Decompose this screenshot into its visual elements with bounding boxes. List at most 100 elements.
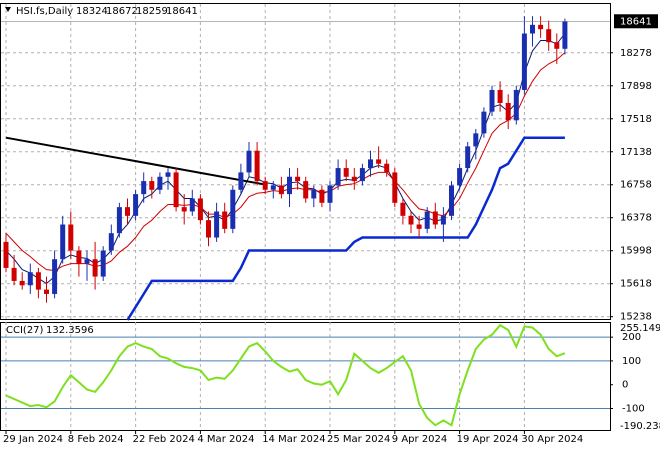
x-tick-label: 25 Mar 2024 — [327, 434, 390, 445]
candle-body — [133, 194, 139, 216]
candle-body — [262, 181, 268, 190]
cci-panel-frame — [0, 322, 611, 431]
candle-body — [141, 181, 147, 195]
y-tick-label: 16758 — [620, 180, 652, 191]
candle-body — [440, 215, 446, 225]
candle-body — [384, 163, 390, 173]
x-tick-label: 4 Mar 2024 — [197, 434, 254, 445]
header-high: 18672 — [106, 6, 138, 17]
candle-body — [278, 185, 284, 195]
candle-body — [68, 224, 74, 251]
x-tick-label: 9 Apr 2024 — [392, 434, 447, 445]
symbol-title: HSI.fs,Daily — [16, 6, 73, 17]
cci-current: 132.3596 — [46, 325, 94, 336]
candle-body — [513, 89, 519, 121]
candle-body — [52, 259, 58, 294]
y-tick-label: -100 — [622, 404, 645, 415]
candle-body — [206, 220, 211, 238]
candle-body — [335, 168, 341, 186]
candle-body — [116, 207, 122, 234]
header-close: 18641 — [166, 6, 198, 17]
candle-body — [165, 172, 171, 177]
candle-body — [457, 168, 463, 186]
candle-body — [376, 159, 382, 164]
y-tick-label: 15238 — [620, 312, 652, 323]
x-tick-label: 29 Jan 2024 — [3, 434, 63, 445]
candle-body — [173, 172, 179, 208]
candle-body — [400, 202, 406, 216]
candle-body — [92, 259, 98, 277]
candle-body — [319, 189, 325, 203]
candle-body — [254, 150, 260, 182]
candle-body — [408, 215, 414, 225]
y-limit-label: 255.1494 — [620, 323, 660, 334]
candle-body — [27, 272, 33, 286]
candle-body — [287, 176, 292, 195]
candle-body — [481, 111, 487, 134]
candle-body — [327, 185, 333, 203]
trend-line — [5, 136, 266, 186]
x-tick-label: 19 Apr 2024 — [457, 434, 519, 445]
candle-body — [76, 250, 82, 264]
y-tick-label: 17138 — [620, 147, 652, 158]
cci-title: CCI(27) — [6, 325, 44, 336]
x-tick-label: 14 Mar 2024 — [262, 434, 325, 445]
candle-body — [546, 29, 552, 43]
indicator-line — [126, 136, 565, 321]
y-limit-label: -190.238 — [620, 421, 660, 432]
candle-body — [3, 241, 9, 268]
candle-body — [197, 198, 203, 221]
y-tick-label: 15618 — [620, 279, 652, 290]
candle-body — [505, 102, 511, 121]
x-tick-label: 30 Apr 2024 — [521, 434, 583, 445]
candle-body — [530, 24, 535, 34]
candle-body — [368, 159, 373, 169]
y-tick-label: 18278 — [620, 48, 652, 59]
candle-body — [246, 150, 252, 173]
y-tick-label: 15998 — [620, 246, 652, 257]
candle-body — [181, 207, 187, 212]
candle-body — [60, 224, 66, 260]
indicator-line — [5, 52, 566, 272]
x-tick-label: 8 Feb 2024 — [68, 434, 124, 445]
candle-body — [149, 181, 155, 190]
candle-body — [19, 280, 25, 286]
candle-body — [449, 185, 454, 216]
candle-body — [311, 189, 317, 199]
candle-body — [303, 181, 309, 199]
collapse-arrow[interactable] — [5, 7, 11, 12]
candle-body — [35, 272, 41, 290]
candle-body — [189, 198, 195, 212]
candle-body — [538, 24, 544, 30]
candle-body — [44, 289, 49, 294]
candle-body — [521, 33, 527, 90]
candle-body — [157, 176, 163, 190]
candle-body — [432, 211, 438, 225]
candle-body — [554, 42, 560, 49]
candle-body — [343, 168, 349, 177]
header-low: 18259 — [136, 6, 168, 17]
last-price-label: 18641 — [620, 16, 652, 27]
candle-body — [230, 189, 236, 229]
header-open: 18324 — [76, 6, 108, 17]
candle-body — [424, 211, 430, 229]
y-tick-label: 0 — [622, 380, 628, 391]
candle-body — [125, 207, 130, 216]
candle-body — [392, 172, 398, 203]
y-tick-label: 17518 — [620, 114, 652, 125]
x-tick-label: 22 Feb 2024 — [133, 434, 195, 445]
candle-body — [497, 89, 503, 103]
candle-body — [295, 176, 301, 182]
main-panel-frame — [0, 3, 611, 320]
candle-body — [84, 259, 90, 264]
y-tick-label: 200 — [622, 332, 641, 343]
candle-body — [214, 211, 220, 238]
indicator-line — [5, 33, 566, 285]
candle-body — [222, 211, 228, 229]
candle-body — [108, 233, 114, 251]
candle-body — [11, 267, 17, 281]
candle-body — [100, 250, 106, 277]
y-tick-label: 100 — [622, 356, 641, 367]
